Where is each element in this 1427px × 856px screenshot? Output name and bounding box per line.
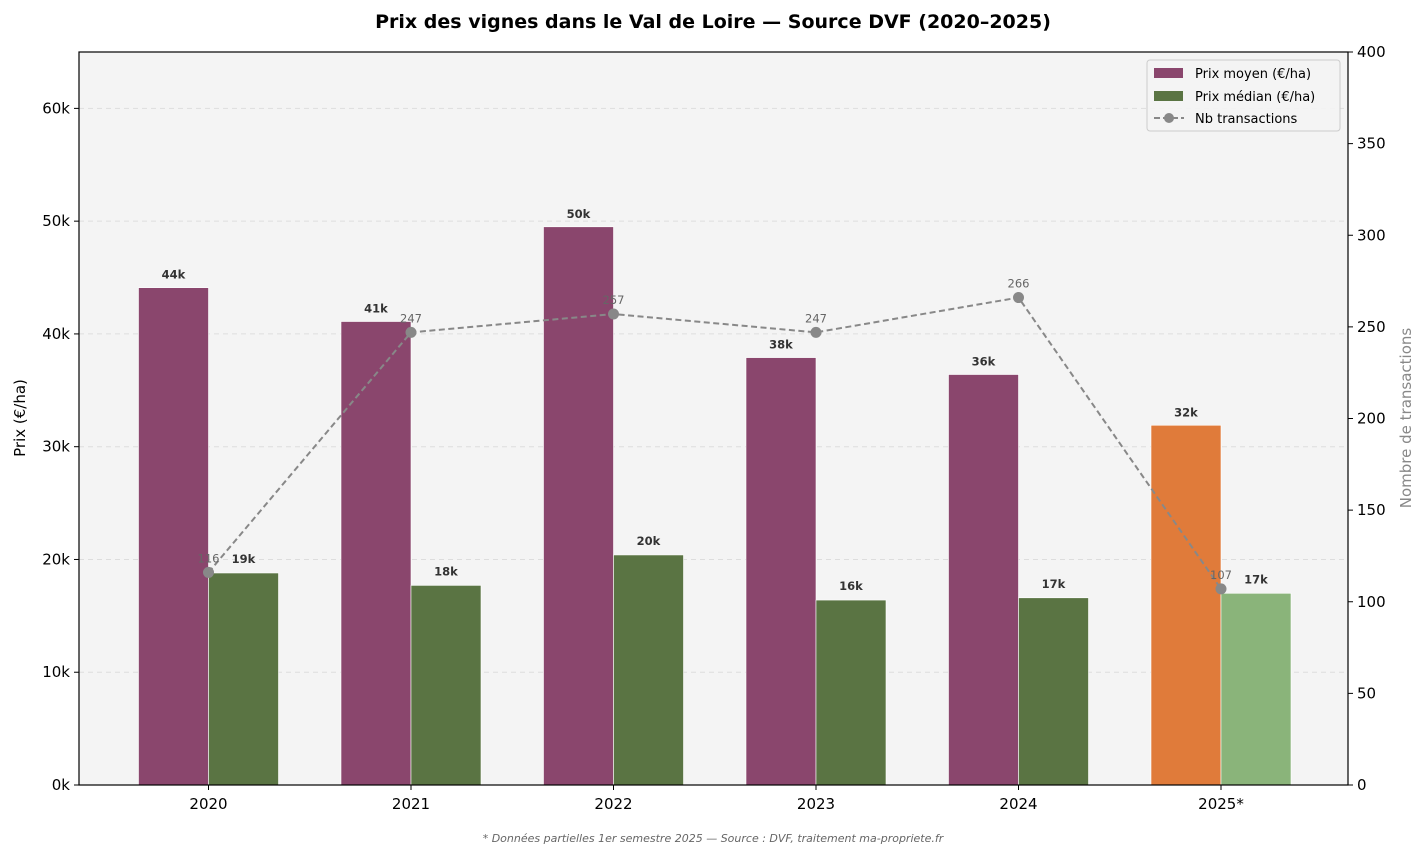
x-tick-label: 2025* xyxy=(1198,795,1244,813)
bar-label-median: 16k xyxy=(839,579,863,593)
transactions-label: 266 xyxy=(1008,277,1030,291)
bar-label-moyen: 36k xyxy=(972,355,996,369)
bar-prix-median xyxy=(613,554,684,786)
gridlines xyxy=(79,107,1348,673)
y-tick-label: 10k xyxy=(42,663,70,681)
y2-tick-label: 350 xyxy=(1357,135,1386,153)
y2-tick-label: 400 xyxy=(1357,43,1386,61)
y-tick-label: 60k xyxy=(42,99,70,117)
legend-label-transactions: Nb transactions xyxy=(1195,112,1298,127)
y2-tick-label: 0 xyxy=(1357,776,1367,794)
legend-label-moyen: Prix moyen (€/ha) xyxy=(1195,67,1311,82)
x-tick-label: 2020 xyxy=(189,795,227,813)
bar-prix-moyen xyxy=(745,357,817,786)
y-tick-label: 0k xyxy=(52,776,71,794)
y-axis-right: 0 50 100 150 200 250 300 350 400 xyxy=(1348,43,1386,794)
bar-prix-median xyxy=(815,599,887,786)
bar-label-moyen: 50k xyxy=(567,207,591,221)
bar-label-median: 19k xyxy=(232,552,256,566)
x-tick-label: 2021 xyxy=(392,795,430,813)
bar-prix-median xyxy=(208,572,279,786)
bar-label-median: 18k xyxy=(434,564,458,578)
bar-prix-median xyxy=(1220,592,1292,786)
bar-value-labels: 44k 19k 41k 18k 50k 20k 38k 16k 36k 17k 32k 17k xyxy=(162,207,1269,593)
transactions-marker xyxy=(1215,583,1227,595)
bar-prix-moyen xyxy=(948,374,1019,786)
bar-label-moyen: 38k xyxy=(769,338,793,352)
transactions-marker xyxy=(1013,292,1024,304)
x-axis: 2020 2021 2022 2023 2024 2025* xyxy=(189,785,1244,813)
y-axis-label: Prix (€/ha) xyxy=(11,379,29,457)
legend-swatch-median xyxy=(1154,91,1183,101)
legend: Prix moyen (€/ha) Prix médian (€/ha) Nb … xyxy=(1146,59,1341,132)
bar-prix-median xyxy=(410,585,482,786)
transactions-label: 257 xyxy=(603,293,625,307)
y-tick-label: 40k xyxy=(42,325,70,343)
transactions-label: 247 xyxy=(400,311,422,325)
bar-label-moyen: 32k xyxy=(1174,405,1198,419)
bar-prix-moyen xyxy=(340,321,412,786)
bar-prix-moyen xyxy=(543,226,614,786)
y2-tick-label: 50 xyxy=(1357,684,1376,702)
transactions-label: 116 xyxy=(198,551,220,565)
transactions-marker xyxy=(203,566,214,578)
y-tick-label: 20k xyxy=(42,550,70,568)
transactions-marker xyxy=(810,326,822,338)
y-tick-label: 50k xyxy=(42,212,70,230)
transactions-label: 107 xyxy=(1210,568,1232,582)
bar-label-moyen: 41k xyxy=(364,302,388,316)
bar-prix-median xyxy=(1018,597,1089,786)
x-tick-label: 2024 xyxy=(999,795,1037,813)
x-tick-label: 2022 xyxy=(594,795,632,813)
y2-tick-label: 300 xyxy=(1357,226,1386,244)
legend-box xyxy=(1146,59,1341,132)
bar-label-median: 17k xyxy=(1244,572,1268,586)
bar-prix-moyen xyxy=(1150,424,1222,786)
y-axis-left: 0k 10k 20k 30k 40k 50k 60k xyxy=(42,99,79,794)
y2-tick-label: 200 xyxy=(1357,410,1386,428)
bar-label-median: 20k xyxy=(637,534,661,548)
legend-swatch-moyen xyxy=(1154,68,1183,78)
x-tick-label: 2023 xyxy=(797,795,835,813)
bars xyxy=(138,226,1292,786)
y2-tick-label: 150 xyxy=(1357,501,1386,519)
bar-label-median: 17k xyxy=(1042,577,1066,591)
transactions-marker xyxy=(405,326,417,338)
plot-area xyxy=(79,52,1348,785)
y2-axis-label: Nombre de transactions xyxy=(1397,328,1415,509)
bar-prix-moyen xyxy=(138,287,209,786)
legend-label-median: Prix médian (€/ha) xyxy=(1195,90,1315,105)
y2-tick-label: 100 xyxy=(1357,593,1386,611)
transactions-marker xyxy=(608,308,619,320)
transactions-line: 116 247 257 247 266 107 xyxy=(198,277,1232,595)
bar-label-moyen: 44k xyxy=(162,268,186,282)
transactions-polyline xyxy=(207,296,1222,590)
y2-tick-label: 250 xyxy=(1357,318,1386,336)
y-tick-label: 30k xyxy=(42,438,70,456)
footnote: * Données partielles 1er semestre 2025 —… xyxy=(483,832,945,845)
chart-title: Prix des vignes dans le Val de Loire — S… xyxy=(375,11,1051,33)
legend-marker-icon xyxy=(1164,113,1174,123)
transactions-label: 247 xyxy=(805,311,827,325)
